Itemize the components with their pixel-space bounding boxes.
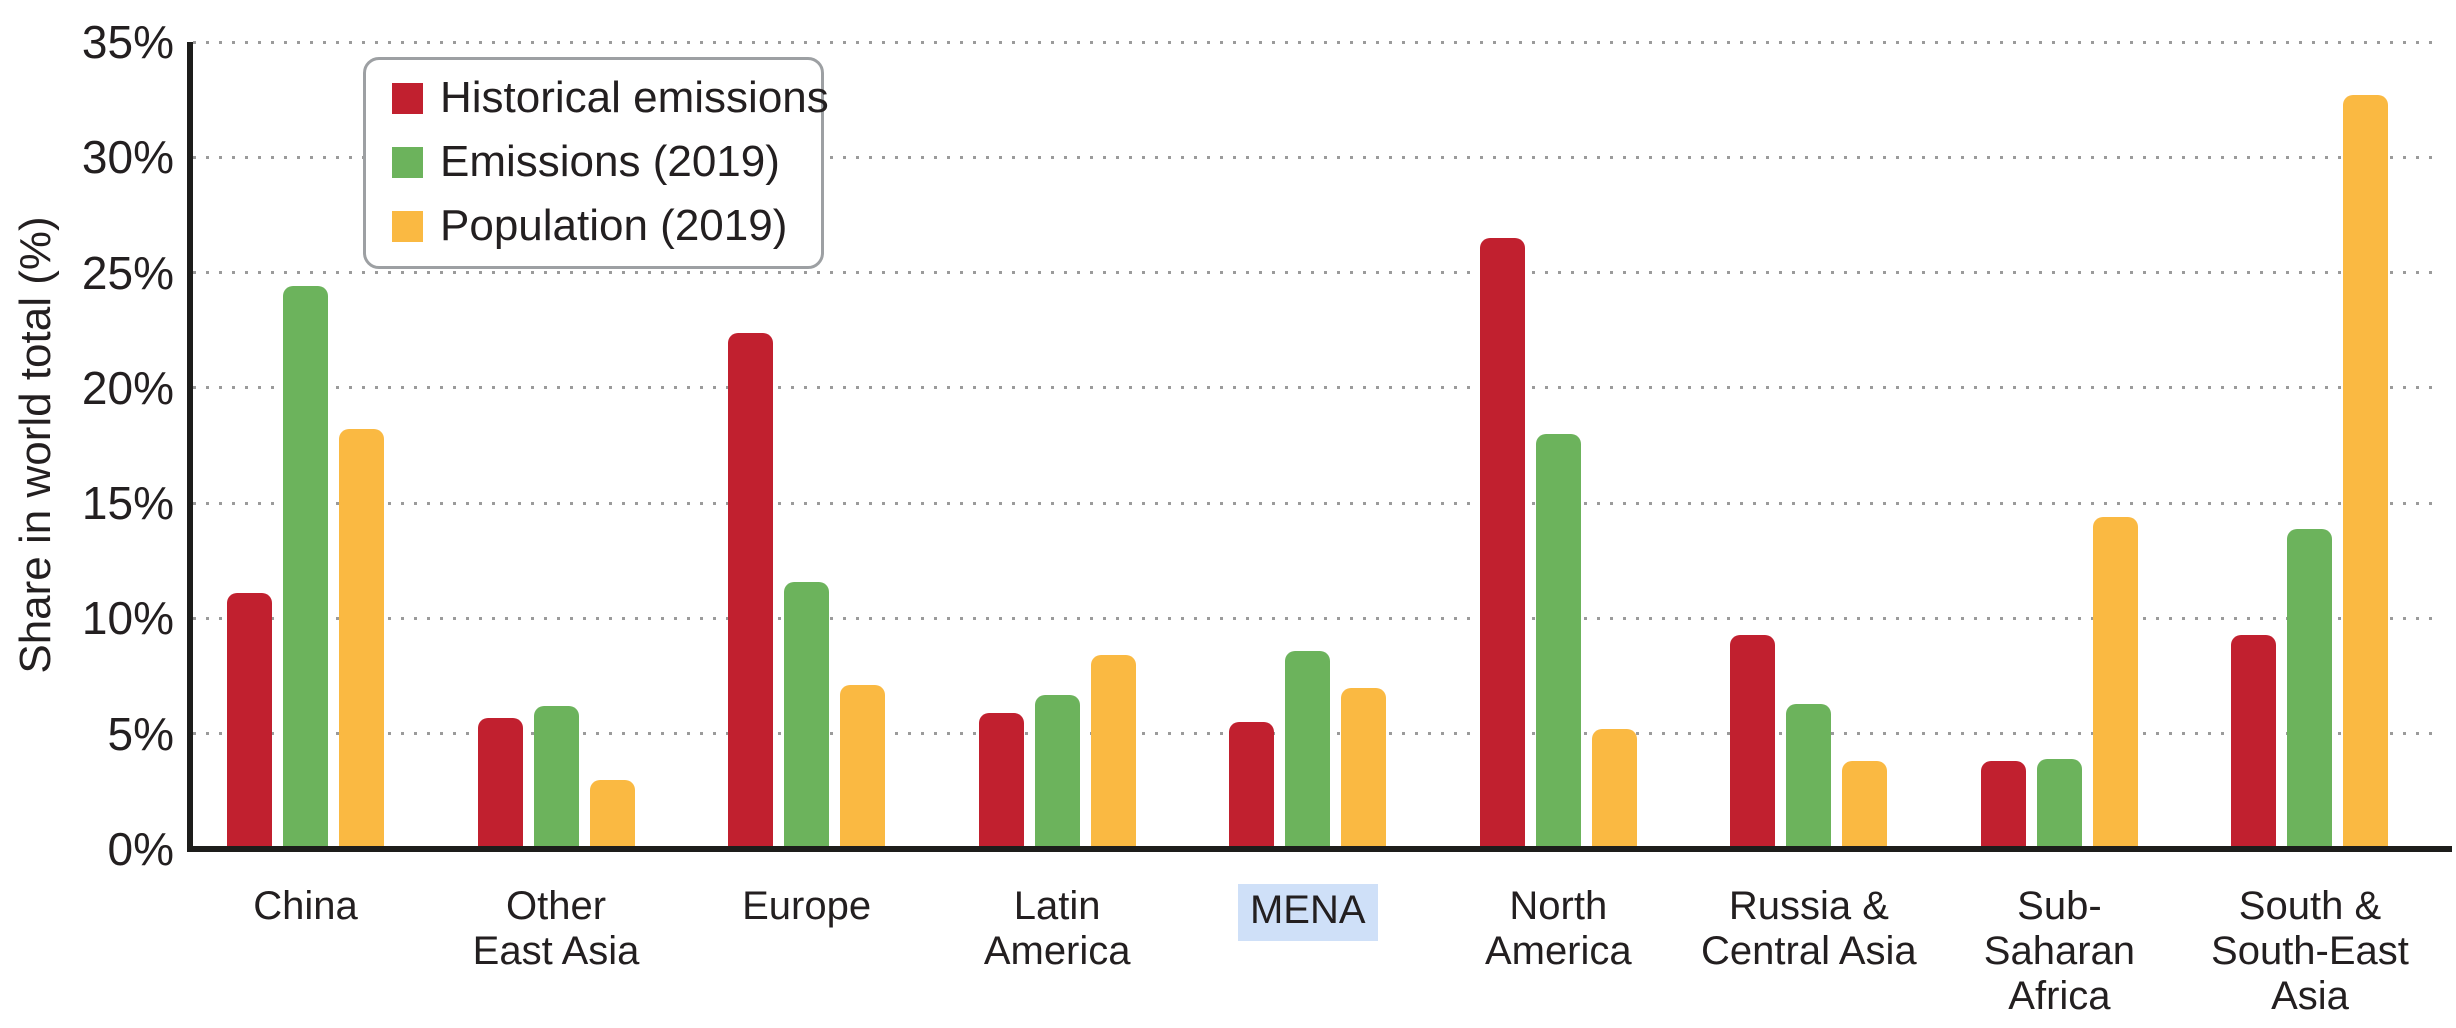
x-label-line: Europe [742,884,872,928]
x-label-line: Central Asia [1701,929,1917,973]
x-label-line: Russia & [1728,884,1889,928]
bar-emissions-2019-other-east-asia [533,706,579,849]
gridline-20pct [193,386,2442,390]
bar-group-china [227,42,384,849]
legend-item-emissions-2019: Emissions (2019) [366,130,821,194]
x-label-line: South & [2238,884,2382,928]
bar-population-2019-russia-central-asia [1842,761,1888,849]
bar-population-2019-china [339,429,384,849]
bar-historical-emissions-china [227,593,272,849]
y-axis-line [187,42,193,852]
bar-group-latin-america [978,42,1136,849]
x-label-other-east-asia: Other East Asia [416,884,696,974]
bar-group-mena [1229,42,1387,849]
y-tick-label-0pct: 0% [107,823,174,875]
bar-population-2019-south-south-east-asia [2343,95,2389,849]
bar-emissions-2019-mena [1285,650,1331,849]
bar-historical-emissions-latin-america [978,712,1024,849]
x-label-europe: Europe [667,884,947,929]
bar-historical-emissions-north-america [1479,238,1525,849]
x-label-line: Sub- [2017,884,2102,928]
bar-historical-emissions-other-east-asia [477,717,523,849]
bar-group-europe [728,42,886,849]
x-label-line: America [1484,929,1632,973]
bar-historical-emissions-south-south-east-asia [2231,634,2277,849]
legend-label: Population (2019) [440,201,788,250]
bar-historical-emissions-sub-saharan-africa [1980,761,2026,849]
legend-swatch-icon [392,210,423,242]
x-label-latin-america: Latin America [917,884,1197,974]
bar-population-2019-sub-saharan-africa [2092,516,2138,849]
x-label-russia-central-asia: Russia & Central Asia [1669,884,1949,974]
bar-historical-emissions-europe [728,332,774,849]
x-label-mena: MENA [1168,884,1448,941]
legend-item-historical-emissions: Historical emissions [366,66,829,130]
bar-historical-emissions-russia-central-asia [1730,634,1776,849]
x-label-line: Saharan [1983,929,2136,973]
bar-emissions-2019-latin-america [1034,694,1080,849]
bar-emissions-2019-russia-central-asia [1786,703,1832,849]
bar-population-2019-mena [1341,687,1387,849]
bar-population-2019-north-america [1591,729,1637,849]
x-label-line: South-East [2211,929,2409,973]
bar-group-south-south-east-asia [2231,42,2389,849]
y-tick-label-35pct: 35% [81,16,174,68]
y-tick-label-20pct: 20% [81,361,174,414]
y-tick-label-5pct: 5% [107,707,174,760]
bar-population-2019-other-east-asia [589,779,635,849]
legend-label: Historical emissions [440,73,829,122]
bar-emissions-2019-europe [784,581,830,849]
x-label-north-america: North America [1418,884,1698,974]
bar-emissions-2019-south-south-east-asia [2287,528,2333,849]
y-tick-label-15pct: 15% [81,477,174,530]
gridline-15pct [193,501,2442,505]
legend: Historical emissions Emissions (2019) Popu… [363,57,829,269]
legend-item-population-2019: Population (2019) [366,194,821,258]
bar-group-sub-saharan-africa [1980,42,2138,849]
bar-population-2019-europe [840,685,886,849]
bar-population-2019-latin-america [1090,655,1136,849]
x-label-line: China [253,884,358,928]
bar-group-other-east-asia [477,42,635,849]
highlighted-category-label: MENA [1237,884,1378,941]
legend-swatch-icon [392,146,423,178]
y-tick-label-10pct: 10% [81,592,174,645]
x-label-line: East Asia [472,929,640,973]
bar-emissions-2019-china [283,286,328,849]
x-label-line: Africa [2008,974,2111,1018]
legend-label: Emissions (2019) [440,137,780,186]
bar-historical-emissions-mena [1229,722,1275,849]
x-label-line: America [983,929,1131,973]
bar-emissions-2019-sub-saharan-africa [2036,759,2082,849]
bar-group-russia-central-asia [1730,42,1888,849]
bar-emissions-2019-north-america [1535,433,1581,849]
x-label-china: China [166,884,446,929]
gridline-35pct [193,40,2442,44]
x-label-line: Latin [1013,884,1101,928]
plot-area [190,40,2452,849]
gridline-10pct [193,616,2442,620]
x-label-line: Other [506,884,607,928]
y-tick-label-30pct: 30% [81,131,174,184]
x-label-line: Asia [2271,974,2349,1018]
gridline-25pct [193,271,2442,275]
x-label-line: North [1509,884,1608,928]
x-label-sub-saharan-africa: Sub- Saharan Africa [1919,884,2199,1019]
x-label-line: MENA [1168,884,1448,941]
x-label-south-south-east-asia: South & South-East Asia [2170,884,2450,1019]
bar-group-north-america [1479,42,1637,849]
y-tick-label-25pct: 25% [81,246,174,299]
legend-swatch-icon [392,82,423,114]
x-axis-line [187,846,2452,852]
gridline-30pct [193,155,2442,159]
